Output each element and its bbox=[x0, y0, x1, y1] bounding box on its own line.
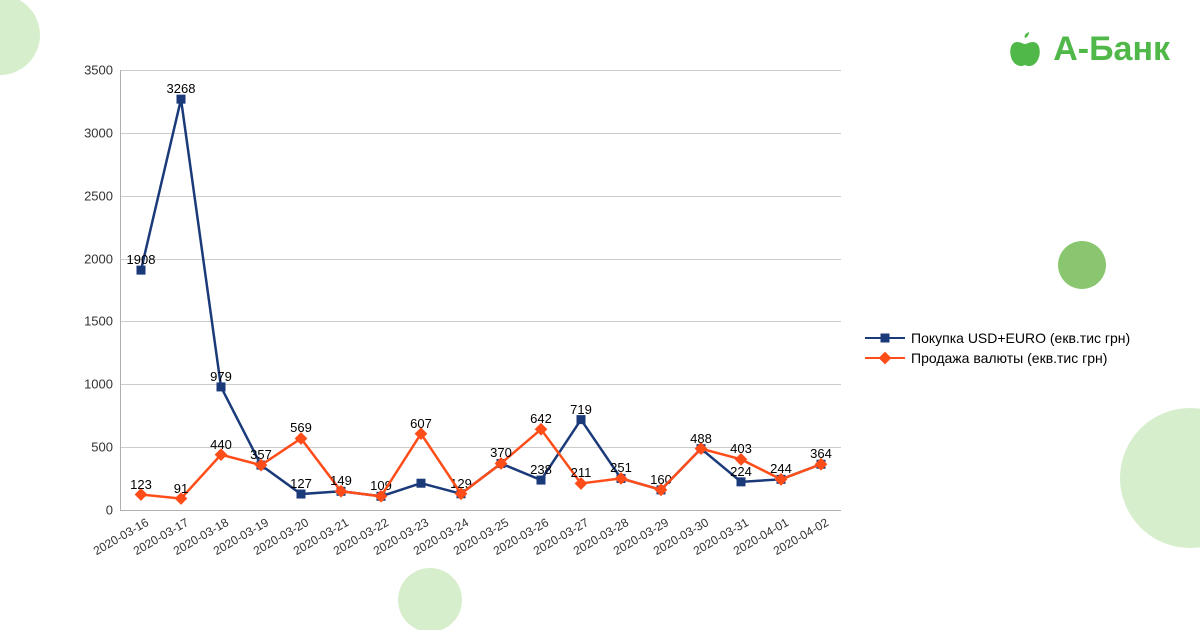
data-point-label: 364 bbox=[810, 446, 832, 461]
data-point-label: 642 bbox=[530, 411, 552, 426]
data-point-label: 488 bbox=[690, 431, 712, 446]
y-axis-tick: 1500 bbox=[84, 314, 121, 329]
legend-swatch bbox=[865, 357, 905, 360]
diamond-marker-icon bbox=[879, 352, 892, 365]
y-axis-tick: 0 bbox=[106, 503, 121, 518]
y-axis-tick: 3000 bbox=[84, 125, 121, 140]
data-point-label: 357 bbox=[250, 447, 272, 462]
bg-circle bbox=[1058, 241, 1106, 289]
data-point-label: 440 bbox=[210, 437, 232, 452]
y-axis-tick: 2500 bbox=[84, 188, 121, 203]
legend-item: Продажа валюты (екв.тис грн) bbox=[865, 350, 1130, 366]
data-point-label: 244 bbox=[770, 461, 792, 476]
y-axis-tick: 3500 bbox=[84, 63, 121, 78]
y-axis-tick: 2000 bbox=[84, 251, 121, 266]
data-point-label: 91 bbox=[174, 481, 188, 496]
apple-icon bbox=[1007, 32, 1043, 68]
legend-swatch bbox=[865, 337, 905, 340]
legend-item: Покупка USD+EURO (екв.тис грн) bbox=[865, 330, 1130, 346]
chart-legend: Покупка USD+EURO (екв.тис грн) Продажа в… bbox=[865, 330, 1130, 370]
y-axis-tick: 1000 bbox=[84, 377, 121, 392]
legend-label: Продажа валюты (екв.тис грн) bbox=[911, 350, 1107, 366]
currency-chart: 05001000150020002500300035002020-03-1620… bbox=[60, 70, 840, 570]
square-marker-icon bbox=[881, 334, 890, 343]
bg-circle bbox=[398, 568, 462, 630]
data-point-label: 251 bbox=[610, 460, 632, 475]
data-point-label: 607 bbox=[410, 416, 432, 431]
plot-area: 05001000150020002500300035002020-03-1620… bbox=[120, 70, 841, 511]
bg-circle bbox=[1120, 408, 1200, 548]
data-point-label: 149 bbox=[330, 473, 352, 488]
legend-label: Покупка USD+EURO (екв.тис грн) bbox=[911, 330, 1130, 346]
data-point-label: 370 bbox=[490, 445, 512, 460]
data-point-label: 123 bbox=[130, 477, 152, 492]
bg-circle bbox=[0, 0, 40, 75]
data-point-label: 569 bbox=[290, 420, 312, 435]
data-point-label: 211 bbox=[571, 465, 592, 480]
data-point-label: 403 bbox=[730, 441, 752, 456]
y-axis-tick: 500 bbox=[91, 440, 121, 455]
brand-logo: А-Банк bbox=[1007, 30, 1170, 69]
brand-name: А-Банк bbox=[1053, 30, 1170, 69]
